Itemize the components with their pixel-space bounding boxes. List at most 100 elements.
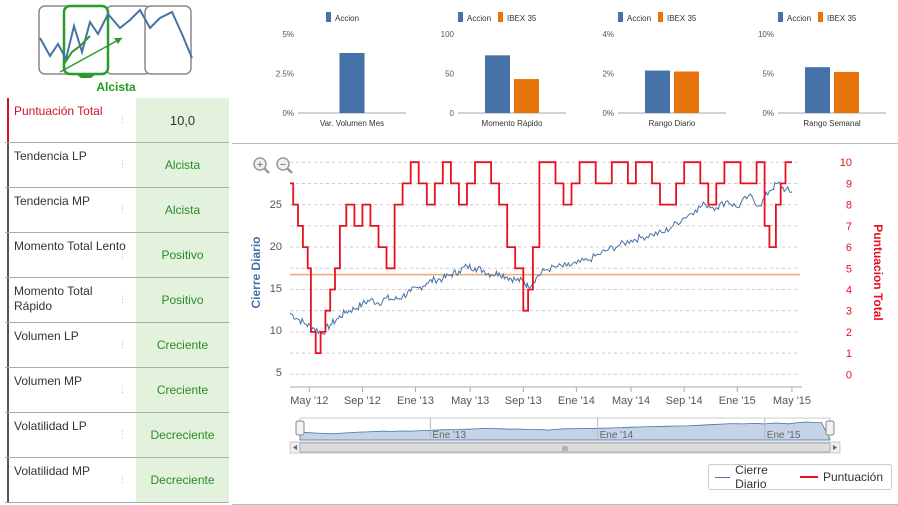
legend-swatch-ibex — [658, 12, 663, 22]
y2-tick-label: 6 — [846, 242, 852, 254]
bar-ibex — [834, 71, 859, 113]
drag-handle-icon[interactable]: ⋮ — [118, 384, 127, 394]
trend-line-icon — [39, 8, 193, 62]
y-tick-label: 2% — [602, 70, 614, 79]
drag-handle-icon[interactable]: ⋮ — [118, 114, 127, 124]
drag-handle-icon[interactable]: ⋮ — [118, 159, 127, 169]
indicator-label: Tendencia LP — [7, 143, 133, 187]
drag-handle-icon[interactable]: ⋮ — [118, 294, 127, 304]
navigator-label: Ene '14 — [600, 430, 634, 441]
main-line-chart: 5 10 15 20 25 0 1 2 3 4 5 6 7 8 9 10 Cierre Diario Puntua… — [249, 157, 885, 454]
indicator-row: Momento Total Rápido ⋮ Positivo — [5, 278, 229, 323]
zoom-out-symbol: − — [280, 159, 286, 171]
y2-tick-label: 1 — [846, 348, 852, 360]
legend-label-cierre: Cierre Diario — [735, 463, 768, 491]
legend-swatch-accion — [326, 12, 331, 22]
navigator-handle-right[interactable] — [825, 420, 835, 436]
drag-handle-icon[interactable]: ⋮ — [118, 429, 127, 439]
bar-chart-title: Var. Volumen Mes — [320, 119, 384, 128]
legend-label: IBEX 35 — [667, 14, 697, 23]
indicator-label: Volumen LP — [7, 323, 133, 367]
x-tick-label: Ene '15 — [719, 395, 756, 407]
indicator-label: Momento Total Rápido — [7, 278, 133, 322]
bar-accion — [645, 70, 670, 113]
bar-ibex — [514, 79, 539, 113]
bar-accion — [805, 67, 830, 113]
y-tick-label: 20 — [270, 241, 282, 253]
legend-swatch-accion — [618, 12, 623, 22]
zoom-out-button[interactable]: − — [276, 157, 293, 174]
bar-chart-title: Rango Diario — [649, 119, 696, 128]
legend-label: Accion — [787, 14, 811, 23]
navigator-scrollbar[interactable]: III — [289, 441, 841, 454]
trend-option-bajista-fuerte[interactable] — [144, 5, 192, 75]
bar-accion — [339, 52, 365, 113]
alcista-arrow-icon — [63, 35, 91, 65]
y2-tick-label: 7 — [846, 221, 852, 233]
x-tick-label: May '12 — [290, 395, 328, 407]
legend-item-puntuacion[interactable]: Puntuación — [799, 470, 883, 484]
legend-swatch-ibex — [498, 12, 503, 22]
scrollbar-thumb — [299, 442, 831, 453]
bar-chart-3: Accion IBEX 35 0% 2% 4% Rango Diario — [602, 12, 726, 128]
zoom-controls: + − — [253, 157, 293, 174]
indicator-label: Tendencia MP — [7, 188, 133, 232]
indicator-row: Tendencia LP ⋮ Alcista — [5, 143, 229, 188]
y2-tick-label: 3 — [846, 306, 852, 318]
legend-swatch-puntuacion — [799, 476, 818, 478]
indicator-label: Puntuación Total — [7, 98, 133, 142]
drag-handle-icon[interactable]: ⋮ — [118, 339, 127, 349]
y-tick-label: 2.5% — [276, 70, 294, 79]
drag-handle-icon[interactable]: ⋮ — [118, 249, 127, 259]
y-tick-label: 100 — [441, 30, 455, 39]
indicator-value: Decreciente — [136, 458, 229, 502]
y-tick-label: 4% — [602, 30, 614, 39]
y-tick-label: 25 — [270, 199, 282, 211]
indicator-row: Tendencia MP ⋮ Alcista — [5, 188, 229, 233]
navigator: Ene '13 Ene '14 Ene '15 — [295, 417, 835, 441]
y2-tick-label: 5 — [846, 263, 852, 275]
y2-axis-title: Puntuacion Total — [871, 224, 885, 320]
x-tick-label: May '13 — [451, 395, 489, 407]
puntuacion-series — [290, 161, 792, 354]
trend-arrowhead-icon — [114, 38, 122, 44]
x-tick-label: Sep '13 — [505, 395, 542, 407]
indicator-label: Volatilidad MP — [7, 458, 133, 502]
trend-selector: Alcista — [38, 4, 194, 94]
legend-label: Accion — [627, 14, 651, 23]
y-axis-title: Cierre Diario — [249, 236, 263, 308]
bar-accion — [485, 55, 510, 113]
indicator-row: Volumen LP ⋮ Creciente — [5, 323, 229, 368]
indicator-row: Volumen MP ⋮ Creciente — [5, 368, 229, 413]
indicator-label: Volumen MP — [7, 368, 133, 412]
indicator-value: Alcista — [136, 143, 229, 187]
indicator-value: Creciente — [136, 323, 229, 367]
zoom-in-button[interactable]: + — [253, 157, 270, 174]
legend-swatch-ibex — [818, 12, 823, 22]
indicator-value: Positivo — [136, 233, 229, 277]
x-tick-label: May '14 — [612, 395, 650, 407]
cierre-diario-series — [289, 181, 793, 335]
x-tick-label: Ene '13 — [397, 395, 434, 407]
indicator-value: Positivo — [136, 278, 229, 322]
y-tick-label: 0% — [762, 109, 774, 118]
y-tick-label: 0% — [282, 109, 294, 118]
navigator-handle-left[interactable] — [295, 420, 305, 436]
y2-tick-label: 8 — [846, 200, 852, 212]
scrollbar-grip-icon: III — [562, 446, 568, 453]
trend-selected-label: Alcista — [96, 80, 136, 94]
legend-swatch-cierre — [715, 476, 731, 478]
indicator-label: Momento Total Lento — [7, 233, 133, 277]
navigator-label: Ene '13 — [432, 430, 466, 441]
indicator-label: Volatilidad LP — [7, 413, 133, 457]
zoom-out-icon — [276, 157, 290, 171]
indicator-table: Puntuación Total ⋮ 10,0 Tendencia LP ⋮ A… — [5, 98, 229, 503]
bar-chart-1: Accion 0% 2.5% 5% Var. Volumen Mes — [276, 12, 406, 128]
drag-handle-icon[interactable]: ⋮ — [118, 204, 127, 214]
drag-handle-icon[interactable]: ⋮ — [118, 474, 127, 484]
selected-pointer-icon — [76, 74, 96, 78]
legend-swatch-accion — [458, 12, 463, 22]
legend-item-cierre[interactable]: Cierre Diario — [715, 463, 792, 491]
trend-icons — [38, 4, 193, 78]
zoom-in-icon — [253, 157, 267, 171]
